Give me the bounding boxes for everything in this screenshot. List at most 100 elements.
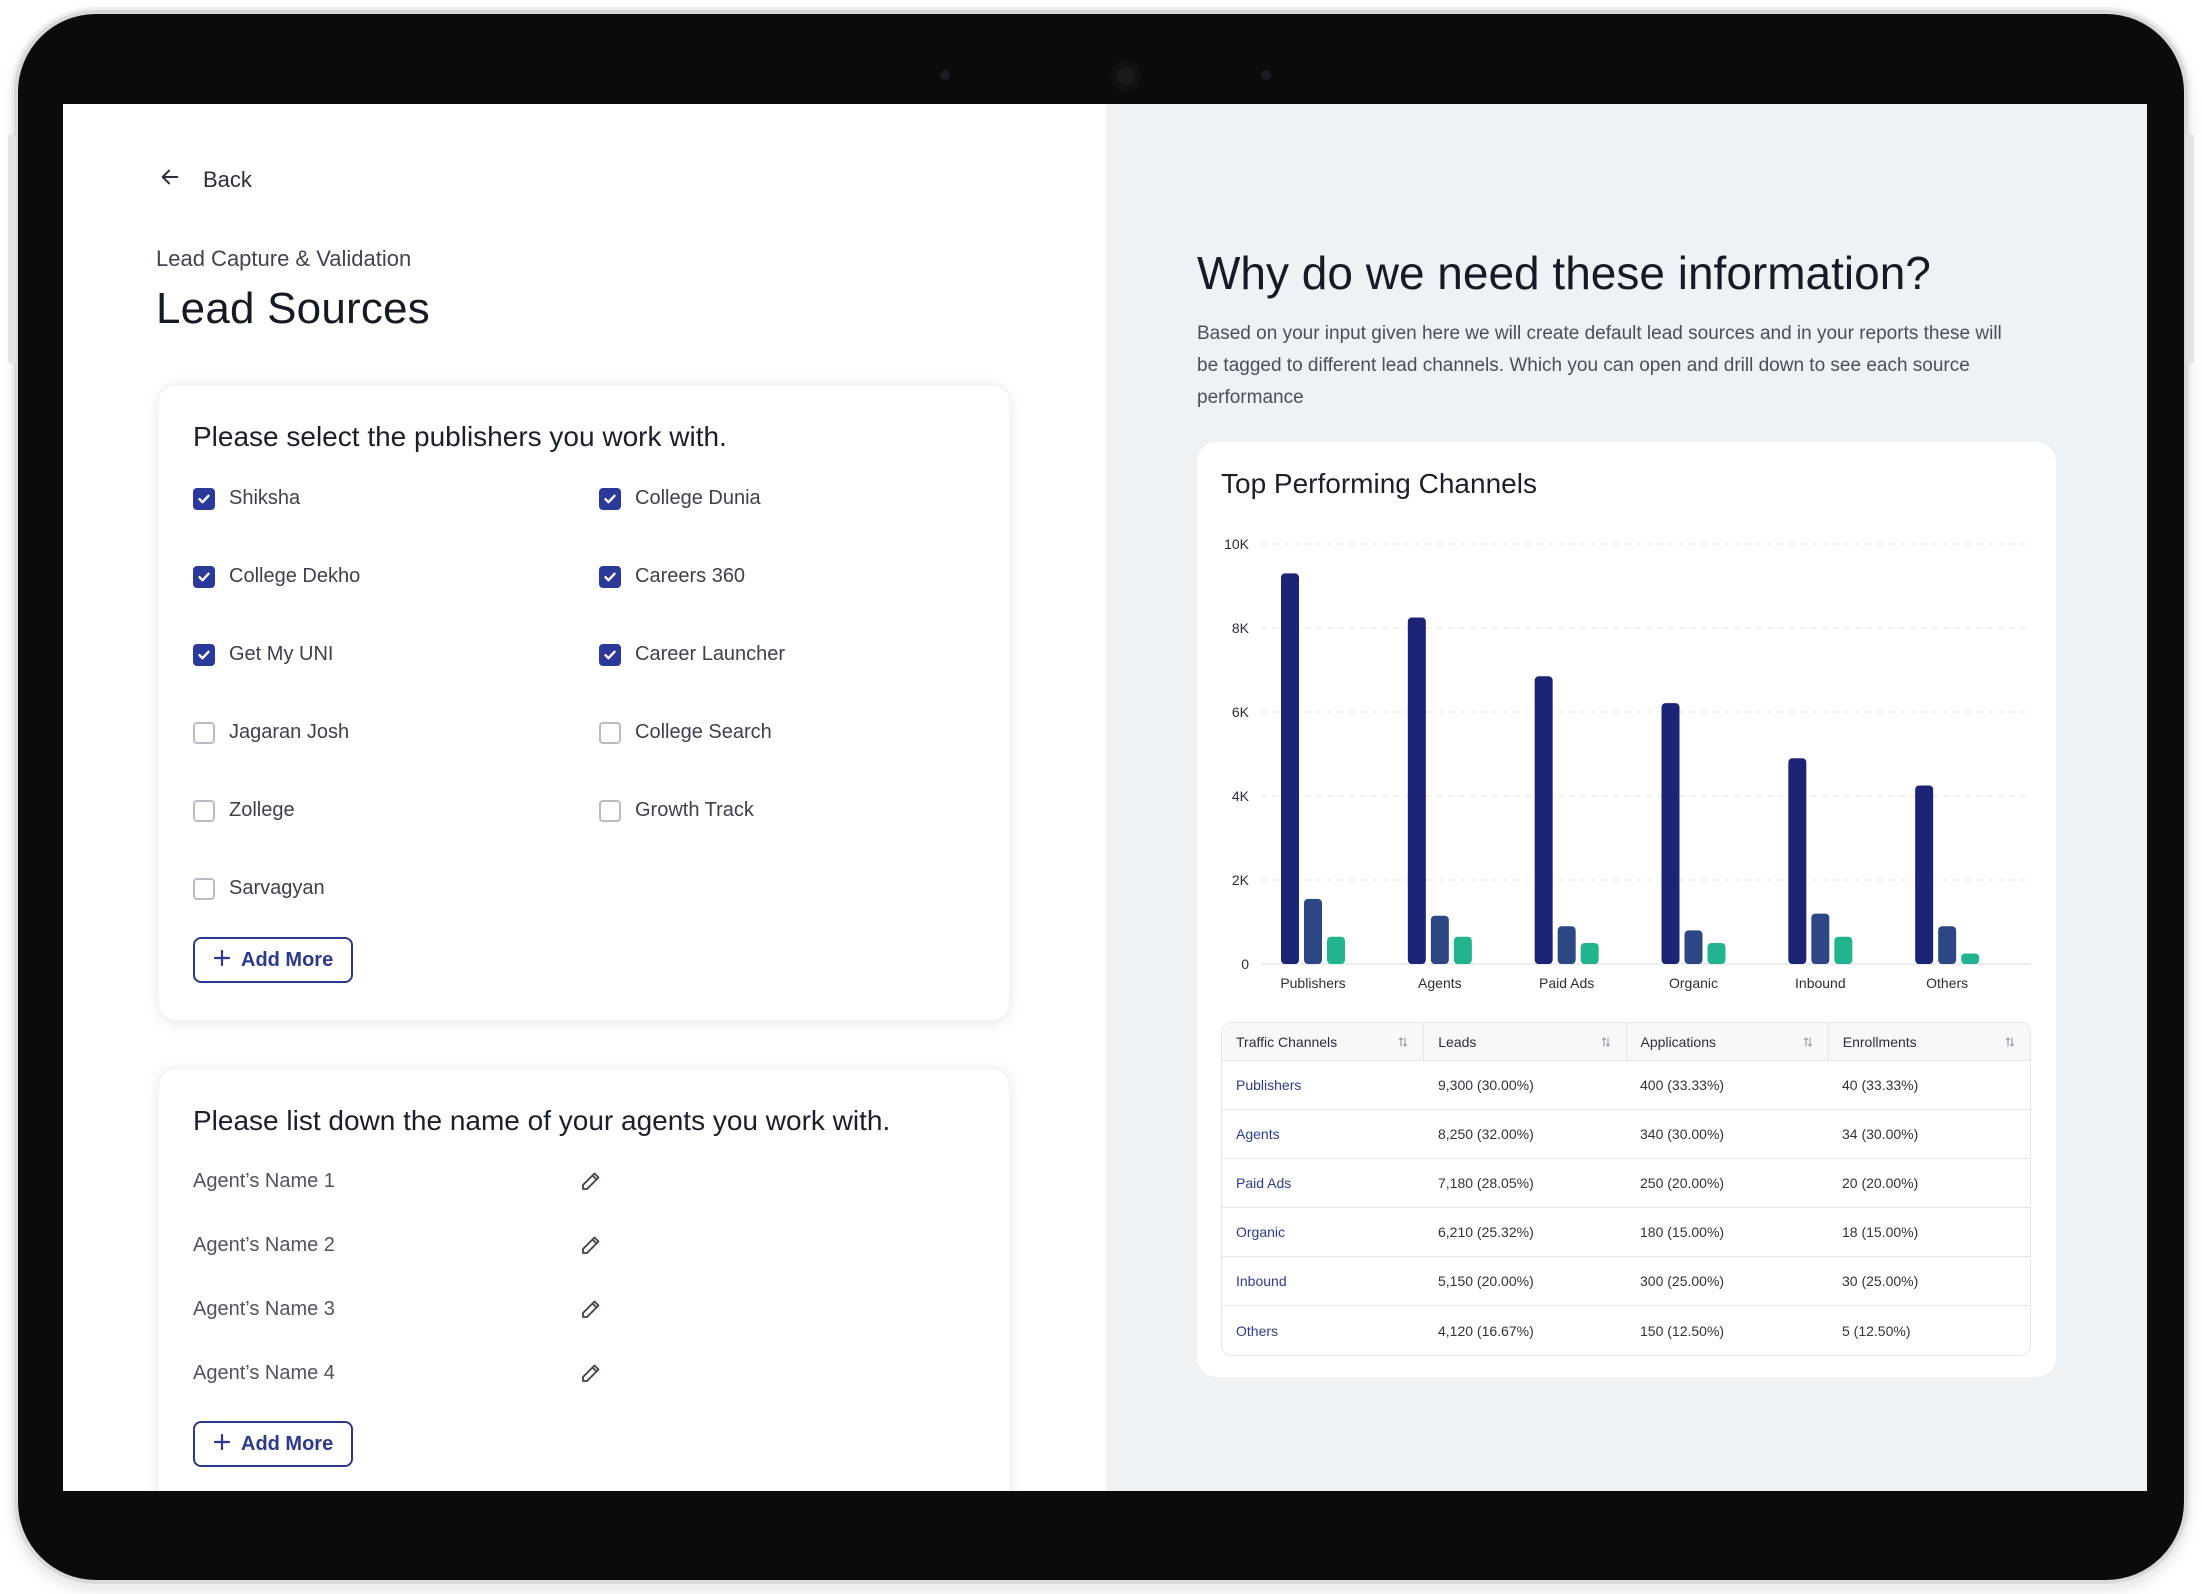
checkbox-checked-icon[interactable] [599,643,621,666]
publisher-label: Shiksha [229,487,301,509]
publisher-checkbox-row[interactable]: Zollege [193,799,295,822]
checkbox-checked-icon[interactable] [193,643,215,666]
publisher-label: Sarvagyan [229,877,325,899]
sort-icon[interactable] [1397,1036,1409,1048]
bar[interactable] [1938,926,1957,964]
bar[interactable] [1327,936,1345,964]
table-column-header[interactable]: Applications [1627,1023,1829,1060]
agent-row: Agent’s Name 4 [193,1361,603,1385]
side-button [8,134,16,364]
publisher-label: Jagaran Josh [229,721,350,743]
y-tick-label: 0 [1241,956,1249,972]
publisher-checkbox-row[interactable]: College Search [599,721,772,744]
bar[interactable] [1304,898,1322,964]
page-title: Lead Sources [156,284,430,333]
info-title: Why do we need these information? [1197,247,1931,299]
back-button[interactable]: Back [159,166,252,193]
publisher-checkbox-row[interactable]: Growth Track [599,799,754,822]
pencil-icon[interactable] [579,1169,603,1193]
publisher-label: College Search [635,721,772,743]
sort-icon[interactable] [1600,1036,1612,1048]
agents-card: Please list down the name of your agents… [158,1068,1010,1491]
table-column-header[interactable]: Enrollments [1829,1023,2030,1060]
channel-link[interactable]: Inbound [1236,1273,1287,1289]
x-tick-label: Publishers [1280,975,1345,991]
checkbox-checked-icon[interactable] [193,565,215,588]
publisher-label: Growth Track [635,799,754,821]
channel-link[interactable]: Agents [1236,1126,1280,1142]
publisher-label: Zollege [229,799,295,821]
bar[interactable] [1788,758,1807,964]
table-cell: 4,120 (16.67%) [1438,1322,1534,1339]
agent-row: Agent’s Name 2 [193,1233,603,1257]
chart-card: Top Performing Channels 0 2K 4K 6K 8K 10K Publ… [1197,442,2056,1377]
bar[interactable] [1407,617,1426,965]
publisher-checkbox-row[interactable]: College Dekho [193,565,360,588]
bar[interactable] [1834,936,1853,964]
table-header: Traffic Channels Leads Applications Enrollm… [1222,1023,2030,1061]
bar[interactable] [1281,573,1299,964]
publisher-checkbox-row[interactable]: Get My UNI [193,643,333,666]
channel-link[interactable]: Organic [1236,1224,1286,1240]
publisher-checkbox-row[interactable]: College Dunia [599,487,761,510]
table-row: Organic 6,210 (25.32%) 180 (15.00%) 18 (15.… [1222,1208,2030,1257]
y-tick-label: 2K [1232,872,1250,888]
bar[interactable] [1961,953,1980,965]
table-column-header[interactable]: Traffic Channels [1222,1023,1425,1060]
add-publisher-button[interactable]: Add More [193,937,354,983]
publisher-checkbox-row[interactable]: Jagaran Josh [193,721,349,744]
back-label: Back [203,166,252,192]
bar[interactable] [1430,915,1449,964]
publisher-checkbox-row[interactable]: Career Launcher [599,643,785,666]
table-cell: 300 (25.00%) [1640,1273,1725,1289]
channel-link[interactable]: Others [1236,1322,1279,1339]
agent-row: Agent’s Name 3 [193,1297,603,1321]
table-cell: 30 (25.00%) [1842,1273,1919,1289]
checkbox-empty-icon[interactable] [599,721,621,744]
channels-table: Traffic Channels Leads Applications Enrollm… [1221,1022,2031,1356]
table-cell: 5,150 (20.00%) [1438,1273,1534,1289]
agent-name: Agent’s Name 1 [193,1169,335,1192]
form-panel: Back Lead Capture & Validation Lead Sour… [63,104,1106,1491]
sensor-dot [1261,70,1271,80]
channel-link[interactable]: Paid Ads [1236,1175,1292,1191]
channel-link[interactable]: Publishers [1236,1077,1302,1093]
pencil-icon[interactable] [579,1297,603,1321]
table-row: Others 4,120 (16.67%) 150 (12.50%) 5 (12.50… [1222,1306,2030,1355]
pencil-icon[interactable] [579,1361,603,1385]
info-description: Based on your input given here we will c… [1197,323,2002,408]
bar[interactable] [1534,676,1553,964]
table-cell: 40 (33.33%) [1842,1077,1919,1093]
screen: Back Lead Capture & Validation Lead Sour… [63,104,2147,1491]
table-cell: 400 (33.33%) [1640,1077,1725,1093]
checkbox-empty-icon[interactable] [193,877,215,900]
checkbox-empty-icon[interactable] [599,799,621,822]
sort-icon[interactable] [1802,1036,1814,1048]
bar[interactable] [1915,785,1934,965]
bar[interactable] [1557,926,1576,964]
checkbox-empty-icon[interactable] [193,799,215,822]
table-column-header[interactable]: Leads [1424,1023,1627,1060]
bar[interactable] [1453,936,1472,964]
checkbox-empty-icon[interactable] [193,721,215,744]
table-cell: 250 (20.00%) [1640,1175,1725,1191]
plus-icon [213,949,231,972]
bar[interactable] [1684,930,1703,964]
column-header-label: Leads [1438,1033,1477,1050]
publisher-checkbox-row[interactable]: Shiksha [193,487,300,510]
checkbox-checked-icon[interactable] [599,487,621,510]
bar[interactable] [1811,913,1830,964]
plus-icon [213,1433,231,1456]
checkbox-checked-icon[interactable] [193,487,215,510]
camera-icon [1111,61,1141,91]
checkbox-checked-icon[interactable] [599,565,621,588]
bar[interactable] [1661,703,1680,964]
bar[interactable] [1707,943,1726,964]
publisher-checkbox-row[interactable]: Sarvagyan [193,877,325,900]
publisher-checkbox-row[interactable]: Careers 360 [599,565,745,588]
bar[interactable] [1580,943,1599,964]
pencil-icon[interactable] [579,1233,603,1257]
add-agent-button[interactable]: Add More [193,1421,354,1467]
sort-icon[interactable] [2004,1036,2016,1048]
agent-name: Agent’s Name 2 [193,1233,335,1256]
